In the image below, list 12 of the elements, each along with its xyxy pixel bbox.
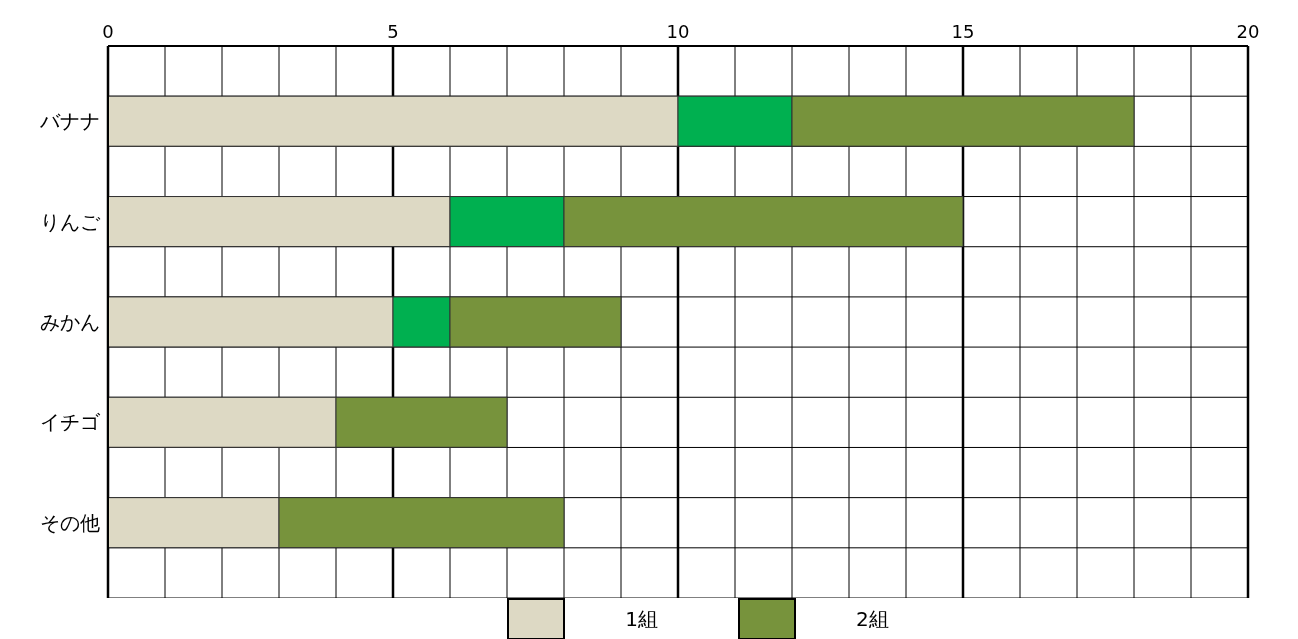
y-tick-label: イチゴ — [40, 410, 101, 435]
x-tick-label: 20 — [1236, 21, 1260, 42]
y-tick-label: りんご — [40, 209, 101, 234]
x-tick-label: 15 — [951, 21, 975, 42]
text: 1組 — [625, 605, 658, 633]
x-tick-label: 5 — [387, 21, 399, 42]
text: 2組 — [856, 605, 889, 633]
y-tick-label: バナナ — [39, 109, 100, 134]
y-tick-label: みかん — [40, 310, 100, 335]
y-tick-label: その他 — [40, 510, 100, 535]
x-tick-label: 10 — [666, 21, 690, 42]
x-tick-label: 0 — [102, 21, 114, 42]
